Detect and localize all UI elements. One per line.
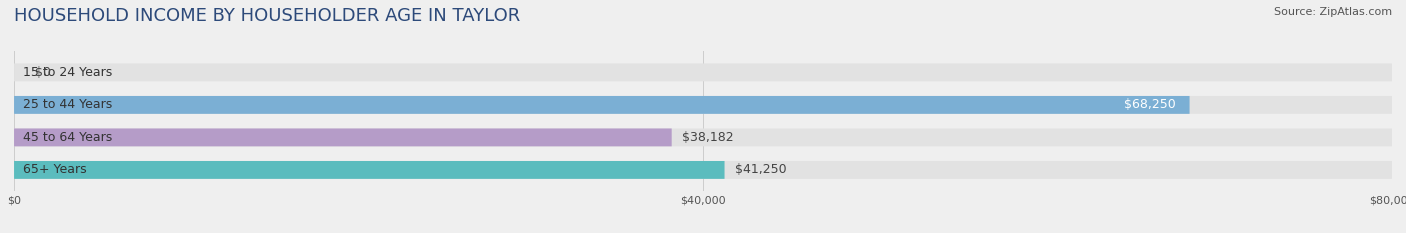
Text: $38,182: $38,182 (682, 131, 734, 144)
Text: 15 to 24 Years: 15 to 24 Years (22, 66, 112, 79)
Text: $68,250: $68,250 (1123, 98, 1175, 111)
FancyBboxPatch shape (14, 128, 672, 146)
FancyBboxPatch shape (14, 96, 1189, 114)
Text: 45 to 64 Years: 45 to 64 Years (22, 131, 112, 144)
Text: $41,250: $41,250 (735, 163, 786, 176)
Text: $0: $0 (35, 66, 51, 79)
FancyBboxPatch shape (14, 96, 1392, 114)
Text: 25 to 44 Years: 25 to 44 Years (22, 98, 112, 111)
FancyBboxPatch shape (14, 63, 1392, 81)
FancyBboxPatch shape (14, 161, 1392, 179)
FancyBboxPatch shape (14, 161, 724, 179)
FancyBboxPatch shape (14, 128, 1392, 146)
Text: Source: ZipAtlas.com: Source: ZipAtlas.com (1274, 7, 1392, 17)
Text: HOUSEHOLD INCOME BY HOUSEHOLDER AGE IN TAYLOR: HOUSEHOLD INCOME BY HOUSEHOLDER AGE IN T… (14, 7, 520, 25)
Text: 65+ Years: 65+ Years (22, 163, 86, 176)
